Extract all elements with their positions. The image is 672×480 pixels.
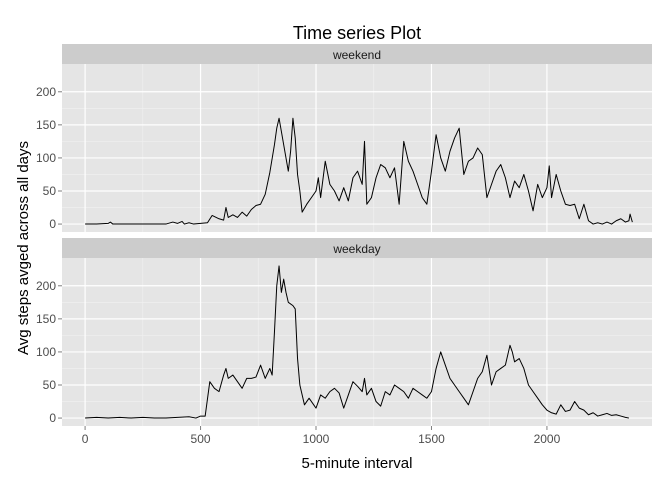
plot-background-weekend <box>62 64 652 232</box>
chart-title: Time series Plot <box>293 23 421 43</box>
x-tick-label: 500 <box>191 432 211 446</box>
x-tick-label: 2000 <box>534 432 561 446</box>
y-tick-label: 0 <box>49 217 56 231</box>
strip-weekend <box>62 44 652 64</box>
y-tick-label: 100 <box>36 345 56 359</box>
y-tick-label: 50 <box>43 184 57 198</box>
x-tick-label: 1500 <box>418 432 445 446</box>
x-tick-label: 1000 <box>303 432 330 446</box>
y-tick-label: 150 <box>36 118 56 132</box>
series-line-weekend <box>85 117 633 225</box>
y-axis-title: Avg steps avged across all days <box>15 141 32 355</box>
panel-weekend: weekend 0 50 100 150 200 <box>36 44 652 232</box>
x-axis: 0 500 1000 1500 2000 <box>82 426 561 446</box>
y-tick-label: 0 <box>49 411 56 425</box>
strip-label-weekday: weekday <box>332 242 380 256</box>
series-line-weekday <box>85 265 630 419</box>
x-axis-title: 5-minute interval <box>302 455 413 472</box>
y-tick-label: 150 <box>36 312 56 326</box>
y-tick-label: 100 <box>36 151 56 165</box>
y-tick-label: 50 <box>43 378 57 392</box>
panels-layer: weekend 0 50 100 150 200 weekday 0 50 100 150 200 <box>36 44 652 426</box>
panel-weekday: weekday 0 50 100 150 200 <box>36 238 652 426</box>
y-tick-label: 200 <box>36 279 56 293</box>
plot-background-weekday <box>62 258 652 426</box>
strip-weekday <box>62 238 652 258</box>
strip-label-weekend: weekend <box>332 48 381 62</box>
x-tick-label: 0 <box>82 432 89 446</box>
y-tick-label: 200 <box>36 85 56 99</box>
